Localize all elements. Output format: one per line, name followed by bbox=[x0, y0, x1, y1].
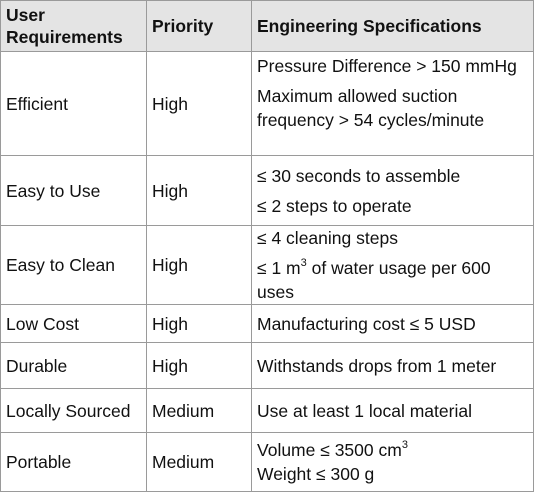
requirement-cell: Easy to Use bbox=[0, 155, 147, 226]
spec-line: Pressure Difference > 150 mmHg bbox=[257, 56, 517, 76]
spec-text: ≤ 1 m bbox=[257, 258, 301, 278]
requirement-cell: Locally Sourced bbox=[0, 388, 147, 433]
specification-cell: ≤ 4 cleaning steps ≤ 1 m3 of water usage… bbox=[251, 225, 534, 305]
table-row: Low Cost High Manufacturing cost ≤ 5 USD bbox=[0, 304, 534, 343]
table-row: Durable High Withstands drops from 1 met… bbox=[0, 342, 534, 389]
spec-line: ≤ 1 m3 of water usage per 600 uses bbox=[257, 256, 528, 304]
priority-cell: High bbox=[146, 342, 252, 389]
spec-text: Volume ≤ 3500 cm bbox=[257, 440, 402, 460]
table-row: Portable Medium Volume ≤ 3500 cm3 Weight… bbox=[0, 432, 534, 492]
priority-cell: High bbox=[146, 225, 252, 305]
spec-line: ≤ 4 cleaning steps bbox=[257, 228, 398, 248]
specification-cell: Volume ≤ 3500 cm3 Weight ≤ 300 g bbox=[251, 432, 534, 492]
requirement-cell: Low Cost bbox=[0, 304, 147, 343]
header-row: User Requirements Priority Engineering S… bbox=[0, 0, 534, 52]
superscript: 3 bbox=[300, 257, 307, 269]
priority-cell: Medium bbox=[146, 388, 252, 433]
specification-cell: Use at least 1 local material bbox=[251, 388, 534, 433]
requirement-cell: Efficient bbox=[0, 51, 147, 156]
requirement-cell: Easy to Clean bbox=[0, 225, 147, 305]
header-priority: Priority bbox=[146, 0, 252, 52]
priority-cell: Medium bbox=[146, 432, 252, 492]
specification-cell: ≤ 30 seconds to assemble ≤ 2 steps to op… bbox=[251, 155, 534, 226]
specification-cell: Pressure Difference > 150 mmHg Maximum a… bbox=[251, 51, 534, 156]
table-row: Locally Sourced Medium Use at least 1 lo… bbox=[0, 388, 534, 433]
priority-cell: High bbox=[146, 155, 252, 226]
priority-cell: High bbox=[146, 304, 252, 343]
requirement-cell: Portable bbox=[0, 432, 147, 492]
spec-text: of water usage per 600 uses bbox=[257, 258, 491, 302]
spec-line: ≤ 2 steps to operate bbox=[257, 195, 412, 216]
header-engineering-specifications: Engineering Specifications bbox=[251, 0, 534, 52]
spec-line: Maximum allowed suction frequency > 54 c… bbox=[257, 86, 485, 130]
spec-line: Weight ≤ 300 g bbox=[257, 464, 375, 484]
table-row: Easy to Use High ≤ 30 seconds to assembl… bbox=[0, 155, 534, 226]
table-row: Efficient High Pressure Difference > 150… bbox=[0, 51, 534, 156]
specification-cell: Withstands drops from 1 meter bbox=[251, 342, 534, 389]
table-row: Easy to Clean High ≤ 4 cleaning steps ≤ … bbox=[0, 225, 534, 305]
header-user-requirements: User Requirements bbox=[0, 0, 147, 52]
specification-cell: Manufacturing cost ≤ 5 USD bbox=[251, 304, 534, 343]
priority-cell: High bbox=[146, 51, 252, 156]
superscript: 3 bbox=[401, 439, 408, 451]
spec-line: ≤ 30 seconds to assemble bbox=[257, 165, 461, 186]
spec-line: Volume ≤ 3500 cm3 bbox=[257, 438, 528, 462]
requirement-cell: Durable bbox=[0, 342, 147, 389]
